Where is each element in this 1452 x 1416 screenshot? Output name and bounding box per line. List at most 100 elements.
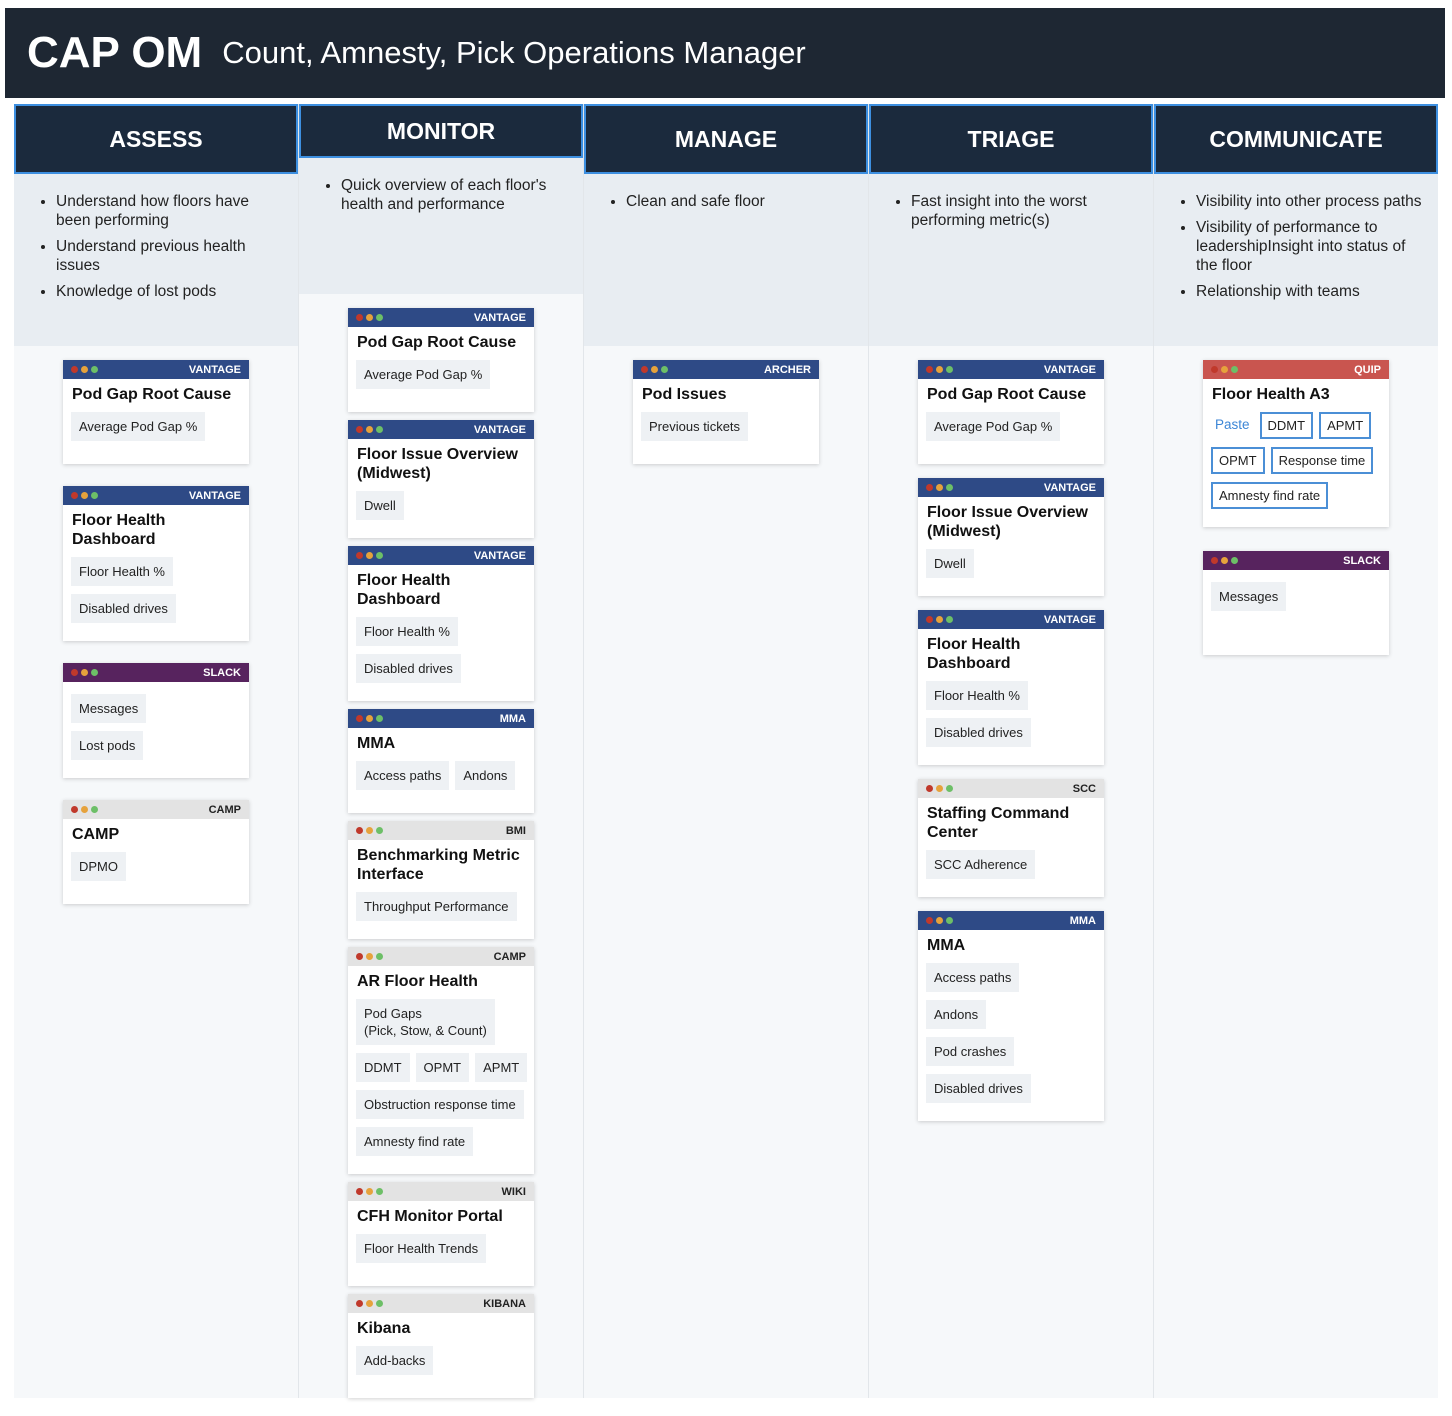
metric-chip[interactable]: Floor Health %: [356, 617, 458, 646]
metric-chip[interactable]: Lost pods: [71, 731, 144, 760]
metric-chip[interactable]: Access paths: [926, 963, 1020, 992]
window-dot: [366, 552, 373, 559]
metric-chip[interactable]: Throughput Performance: [356, 892, 517, 921]
chip-row: Messages: [63, 690, 249, 727]
metric-chip[interactable]: OPMT: [415, 1053, 470, 1082]
card-title: Floor Issue Overview (Midwest): [927, 504, 1088, 540]
tool-card[interactable]: KIBANA Kibana Add-backs: [348, 1294, 534, 1398]
tool-card[interactable]: CAMP CAMP DPMO: [63, 800, 249, 904]
metric-chip[interactable]: Obstruction response time: [356, 1090, 524, 1119]
bullet: Visibility of performance to leadershipI…: [1196, 218, 1422, 275]
metric-chip[interactable]: SCC Adherence: [926, 850, 1036, 879]
tool-card[interactable]: SLACK Messages: [1203, 551, 1389, 655]
metric-chip[interactable]: Dwell: [926, 549, 974, 578]
chip-row: Access paths Andons: [348, 757, 534, 794]
metric-chip[interactable]: Floor Health %: [926, 681, 1028, 710]
column: ASSESS Understand how floors have been pe…: [14, 104, 299, 1398]
metric-chip[interactable]: Disabled drives: [926, 718, 1031, 747]
tool-card[interactable]: VANTAGE Floor Health Dashboard Floor Healt…: [348, 546, 534, 701]
subtitle: Count, Amnesty, Pick Operations Manager: [222, 35, 806, 70]
tool-card[interactable]: MMA MMA Access paths Andons Pod crashes Disab…: [918, 911, 1104, 1121]
window-dot: [91, 669, 98, 676]
window-dot: [356, 426, 363, 433]
bullet: Fast insight into the worst performing m…: [911, 192, 1137, 230]
tool-bar: VANTAGE: [918, 360, 1104, 379]
window-dot: [946, 785, 953, 792]
metric-chip[interactable]: Amnesty find rate: [1211, 482, 1329, 509]
window-dot: [946, 366, 953, 373]
tool-card[interactable]: VANTAGE Pod Gap Root Cause Average Pod Gap…: [918, 360, 1104, 464]
card-title: AR Floor Health: [357, 973, 478, 990]
metric-chip[interactable]: Average Pod Gap %: [926, 412, 1061, 441]
tool-card[interactable]: VANTAGE Floor Health Dashboard Floor Healt…: [63, 486, 249, 641]
metric-chip[interactable]: Messages: [71, 694, 147, 723]
metric-chip[interactable]: Floor Health %: [71, 557, 173, 586]
spacer: [1203, 570, 1389, 578]
metric-chip[interactable]: Previous tickets: [641, 412, 749, 441]
card-title: Floor Health Dashboard: [357, 572, 451, 608]
metric-chip[interactable]: Andons: [455, 761, 516, 790]
metric-chip[interactable]: DDMT: [1259, 412, 1314, 439]
tool-card[interactable]: ARCHER Pod Issues Previous tickets: [633, 360, 819, 464]
metric-chip[interactable]: Dwell: [356, 491, 404, 520]
metric-chip[interactable]: OPMT: [1211, 447, 1265, 474]
window-dot: [356, 827, 363, 834]
tool-card[interactable]: BMI Benchmarking Metric Interface Throughp…: [348, 821, 534, 939]
tool-name: VANTAGE: [473, 423, 526, 436]
tool-card[interactable]: VANTAGE Floor Issue Overview (Midwest) Dwe…: [348, 420, 534, 538]
tool-card[interactable]: VANTAGE Floor Issue Overview (Midwest) Dwe…: [918, 478, 1104, 596]
tool-card[interactable]: WIKI CFH Monitor Portal Floor Health Trend…: [348, 1182, 534, 1286]
window-dot: [356, 1300, 363, 1307]
header: CAP OM Count, Amnesty, Pick Operations M…: [5, 8, 1445, 98]
column: MONITOR Quick overview of each floor's he…: [299, 104, 584, 1398]
metric-chip[interactable]: Access paths: [356, 761, 450, 790]
card-title: Benchmarking Metric Interface: [357, 847, 520, 883]
card-title: Pod Gap Root Cause: [927, 386, 1087, 403]
card-title: Kibana: [357, 1320, 411, 1337]
metric-chip[interactable]: Andons: [926, 1000, 987, 1029]
metric-chip[interactable]: Amnesty find rate: [356, 1127, 474, 1156]
chip-row: Lost pods: [63, 727, 249, 764]
tool-card[interactable]: MMA MMA Access paths Andons: [348, 709, 534, 813]
window-dot: [91, 492, 98, 499]
tool-bar: VANTAGE: [348, 546, 534, 565]
metric-chip[interactable]: Add-backs: [356, 1346, 434, 1375]
columns: ASSESS Understand how floors have been pe…: [14, 104, 1438, 1398]
metric-chip[interactable]: Disabled drives: [356, 654, 461, 683]
metric-chip[interactable]: Messages: [1211, 582, 1287, 611]
metric-chip[interactable]: Average Pod Gap %: [71, 412, 206, 441]
tool-card[interactable]: QUIP Floor Health A3 Paste DDMT APMT OPMT Resp…: [1203, 360, 1389, 527]
window-dot: [71, 806, 78, 813]
window-dot: [71, 492, 78, 499]
action-link[interactable]: Paste: [1215, 417, 1250, 432]
metric-chip[interactable]: Disabled drives: [71, 594, 176, 623]
metric-chip[interactable]: APMT: [475, 1053, 528, 1082]
window-dot: [356, 314, 363, 321]
window-dot: [641, 366, 648, 373]
metric-chip[interactable]: Pod crashes: [926, 1037, 1015, 1066]
metric-chip[interactable]: Response time: [1270, 447, 1374, 474]
tool-card[interactable]: VANTAGE Pod Gap Root Cause Average Pod Gap…: [348, 308, 534, 412]
metric-chip[interactable]: Pod Gaps (Pick, Stow, & Count): [356, 999, 495, 1045]
metric-chip[interactable]: APMT: [1319, 412, 1372, 439]
tool-card[interactable]: SCC Staffing Command Center SCC Adherence: [918, 779, 1104, 897]
metric-chip[interactable]: Floor Health Trends: [356, 1234, 487, 1263]
metric-chip[interactable]: Average Pod Gap %: [356, 360, 491, 389]
card-list: VANTAGE Pod Gap Root Cause Average Pod Gap…: [14, 346, 298, 904]
tool-card[interactable]: CAMP AR Floor Health Pod Gaps (Pick, Stow,…: [348, 947, 534, 1174]
column: COMMUNICATEVisibility into other process…: [1154, 104, 1438, 1398]
metric-chip[interactable]: DDMT: [356, 1053, 410, 1082]
metric-chip[interactable]: DPMO: [71, 852, 126, 881]
tool-name: KIBANA: [483, 1297, 526, 1310]
tool-card[interactable]: VANTAGE Pod Gap Root Cause Average Pod Gap…: [63, 360, 249, 464]
spacer: [63, 682, 249, 690]
tool-bar: SCC: [918, 779, 1104, 798]
card-title: Floor Health Dashboard: [927, 636, 1021, 672]
tool-card[interactable]: VANTAGE Floor Health Dashboard Floor Healt…: [918, 610, 1104, 765]
chip-row: Floor Health %: [918, 677, 1104, 714]
window-dot: [946, 484, 953, 491]
tool-card[interactable]: SLACK Messages Lost pods: [63, 663, 249, 778]
column-title: MANAGE: [584, 104, 868, 174]
metric-chip[interactable]: Disabled drives: [926, 1074, 1031, 1103]
